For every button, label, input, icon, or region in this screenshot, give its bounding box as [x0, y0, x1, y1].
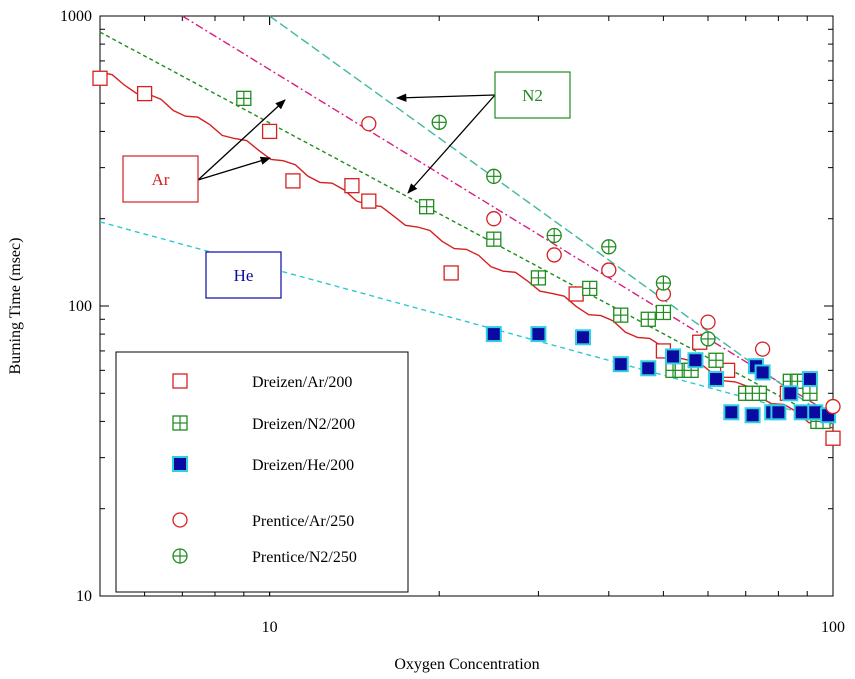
point-dreizen-n2-200 [640, 311, 656, 327]
point-dreizen-n2-200 [530, 270, 547, 286]
annotation-box [122, 155, 199, 203]
point-dreizen-he-200 [793, 404, 810, 421]
point-prentice-ar-250 [601, 262, 617, 278]
fit-line [99, 31, 834, 426]
legend-label: Dreizen/N2/200 [252, 416, 355, 433]
point-dreizen-he-200 [687, 352, 704, 369]
point-dreizen-ar-200 [825, 430, 841, 446]
point-dreizen-ar-200 [443, 265, 459, 281]
legend: Dreizen/Ar/200 Dreizen/N2/200 Dreizen/He/2… [115, 351, 409, 593]
annotation-he: He [205, 251, 282, 299]
point-dreizen-ar-200 [344, 178, 360, 194]
point-dreizen-he-200 [708, 371, 725, 388]
annotation-arrow [407, 94, 496, 194]
point-dreizen-n2-200 [582, 280, 598, 297]
legend-marker-prentice-n2-250 [172, 548, 188, 564]
point-prentice-ar-250 [486, 211, 502, 227]
y-tick-label: 10 [76, 588, 92, 605]
annotation-n2: N2 [395, 71, 571, 194]
annotation-label: He [234, 266, 254, 285]
point-dreizen-n2-200 [486, 231, 502, 247]
point-dreizen-he-200 [664, 348, 681, 365]
point-dreizen-n2-200 [751, 385, 767, 401]
fit-line [269, 15, 834, 422]
point-dreizen-ar-200 [261, 123, 278, 140]
legend-label: Prentice/Ar/250 [252, 513, 354, 530]
point-dreizen-he-200 [754, 364, 771, 381]
point-dreizen-n2-200 [802, 385, 818, 401]
annotation-arrow [197, 99, 286, 181]
point-dreizen-ar-200 [92, 70, 108, 86]
annotation-arrow [395, 93, 496, 102]
point-prentice-ar-250 [700, 314, 716, 330]
point-dreizen-he-200 [640, 360, 657, 377]
point-prentice-n2-250 [655, 275, 672, 291]
point-dreizen-he-200 [770, 404, 787, 421]
point-dreizen-n2-200 [236, 90, 252, 107]
legend-label: Prentice/N2/250 [252, 549, 357, 566]
point-prentice-ar-250 [361, 116, 377, 132]
y-axis-label: Burning Time (msec) [7, 238, 24, 375]
point-prentice-ar-250 [546, 247, 562, 263]
legend-label: Dreizen/Ar/200 [252, 374, 352, 391]
point-dreizen-n2-200 [708, 352, 724, 368]
annotation-arrow [197, 156, 271, 181]
point-dreizen-ar-200 [285, 173, 301, 189]
point-dreizen-n2-200 [655, 304, 672, 321]
point-prentice-n2-250 [486, 168, 502, 184]
point-dreizen-he-200 [612, 356, 629, 373]
data-points [92, 70, 841, 446]
point-dreizen-he-200 [801, 371, 818, 388]
point-dreizen-ar-200 [361, 193, 377, 209]
legend-marker-dreizen-ar-200 [172, 373, 188, 389]
point-dreizen-he-200 [723, 404, 740, 421]
legend-marker-dreizen-n2-200 [172, 415, 188, 431]
point-dreizen-n2-200 [613, 307, 629, 323]
point-dreizen-he-200 [485, 326, 502, 343]
annotation-label: N2 [522, 86, 543, 105]
point-dreizen-he-200 [782, 385, 799, 402]
fit-line [181, 15, 834, 416]
annotation-box [494, 71, 571, 119]
axis-ticks: 10 100 10 100 1000 [60, 8, 845, 636]
annotation-ar: Ar [122, 99, 286, 203]
point-dreizen-ar-200 [568, 286, 584, 302]
x-tick-label: 10 [262, 619, 278, 636]
legend-marker-dreizen-he-200 [172, 456, 188, 472]
point-dreizen-he-200 [575, 329, 592, 346]
point-prentice-n2-250 [700, 331, 716, 347]
x-axis-label: Oxygen Concentration [394, 656, 539, 673]
point-dreizen-ar-200 [719, 362, 736, 378]
point-dreizen-n2-200 [418, 199, 435, 215]
point-prentice-n2-250 [431, 114, 447, 130]
point-prentice-ar-250 [825, 398, 841, 415]
x-tick-label: 100 [821, 619, 845, 636]
annotation-label: Ar [152, 170, 170, 189]
point-prentice-n2-250 [601, 239, 617, 255]
annotations: N2 Ar He [122, 71, 571, 299]
y-tick-label: 1000 [60, 8, 92, 25]
legend-box [115, 351, 409, 593]
annotation-box [205, 251, 282, 299]
legend-label: Dreizen/He/200 [252, 457, 354, 474]
point-prentice-ar-250 [754, 341, 771, 357]
point-dreizen-he-200 [744, 407, 761, 424]
legend-marker-prentice-ar-250 [172, 512, 188, 528]
point-dreizen-ar-200 [136, 85, 153, 102]
point-dreizen-he-200 [530, 326, 547, 343]
y-tick-label: 100 [68, 298, 92, 315]
point-prentice-n2-250 [546, 227, 562, 244]
